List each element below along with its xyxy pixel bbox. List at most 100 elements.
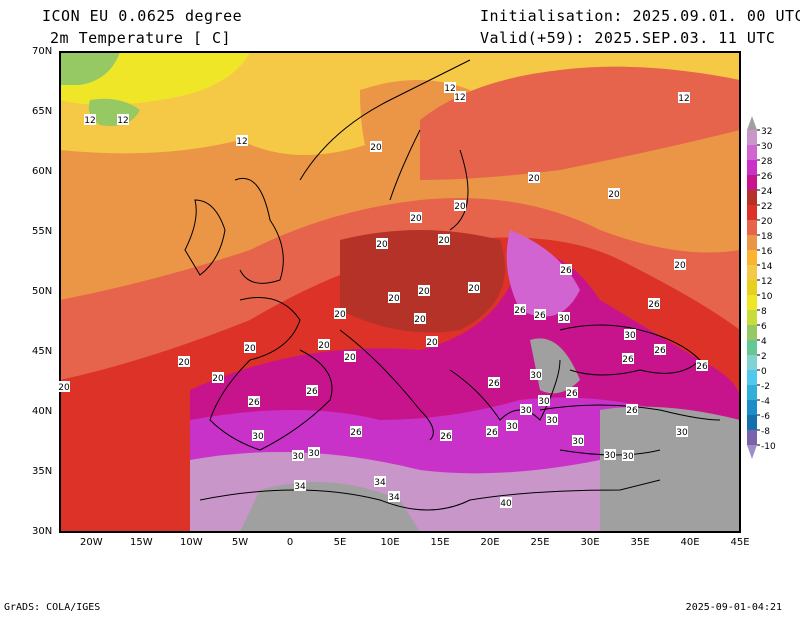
contour-label: 30: [292, 450, 304, 462]
colorbar-swatch: [747, 430, 757, 445]
contour-label: 20: [528, 172, 540, 184]
colorbar-label: 10: [761, 292, 773, 302]
colorbar-swatch: [747, 340, 757, 355]
contour-label: 26: [622, 353, 634, 365]
colorbar-label: 0: [761, 367, 767, 377]
svg-text:20: 20: [370, 143, 382, 153]
contour-label: 30: [558, 312, 570, 324]
svg-text:30: 30: [558, 314, 570, 324]
colorbar-swatch: [747, 280, 757, 295]
contour-label: 20: [426, 336, 438, 348]
contour-label: 40: [500, 497, 512, 509]
svg-text:26: 26: [350, 428, 362, 438]
lat-tick-label: 65N: [32, 106, 53, 117]
svg-text:20: 20: [244, 344, 256, 354]
lat-tick-label: 50N: [32, 286, 53, 297]
svg-text:20: 20: [426, 338, 438, 348]
svg-text:26: 26: [488, 379, 500, 389]
lon-tick-label: 0: [286, 537, 294, 548]
colorbar-label: 16: [761, 247, 773, 257]
lat-tick-label: 40N: [32, 406, 53, 417]
contour-label: 20: [608, 188, 620, 200]
contour-label: 34: [294, 480, 306, 492]
lon-tick-label: 5W: [231, 537, 249, 548]
contour-label: 20: [370, 141, 382, 153]
svg-text:20: 20: [438, 236, 450, 246]
svg-text:30: 30: [506, 422, 518, 432]
contour-label: 26: [696, 360, 708, 372]
contour-label: 12: [236, 135, 248, 147]
colorbar-swatch: [747, 385, 757, 400]
svg-text:30: 30: [292, 452, 304, 462]
svg-text:30: 30: [624, 331, 636, 341]
colorbar-label: 26: [761, 172, 773, 182]
svg-text:30: 30: [530, 371, 542, 381]
contour-label: 20: [212, 372, 224, 384]
contour-label: 20: [468, 282, 480, 294]
contour-label: 12: [454, 91, 466, 103]
contour-label: 30: [572, 435, 584, 447]
lon-tick-label: 15E: [430, 537, 450, 548]
colorbar-swatch: [747, 265, 757, 280]
colorbar-swatch: [747, 370, 757, 385]
contour-label: 20: [318, 339, 330, 351]
contour-label: 30: [604, 449, 616, 461]
model-title: ICON EU 0.0625 degree: [42, 7, 243, 25]
contour-label: 20: [344, 351, 356, 363]
colorbar-label: 24: [761, 187, 773, 197]
svg-text:26: 26: [654, 346, 666, 356]
svg-text:26: 26: [648, 300, 660, 310]
contour-label: 34: [374, 476, 386, 488]
contour-label: 26: [654, 344, 666, 356]
contour-label: 26: [560, 264, 572, 276]
lat-tick-label: 30N: [32, 526, 53, 537]
colorbar-swatch: [747, 145, 757, 160]
contour-label: 26: [440, 430, 452, 442]
svg-text:26: 26: [514, 306, 526, 316]
contour-label: 20: [414, 313, 426, 325]
contour-label: 20: [454, 200, 466, 212]
contour-label: 26: [306, 385, 318, 397]
colorbar-swatch: [747, 190, 757, 205]
contour-label: 30: [676, 426, 688, 438]
svg-text:26: 26: [440, 432, 452, 442]
colorbar-swatch: [747, 325, 757, 340]
contour-label: 26: [488, 377, 500, 389]
svg-text:26: 26: [626, 406, 638, 416]
svg-text:20: 20: [674, 261, 686, 271]
contour-label: 20: [388, 292, 400, 304]
colorbar-swatch: [747, 220, 757, 235]
lon-tick-label: 20W: [80, 537, 103, 548]
contour-label: 30: [252, 430, 264, 442]
svg-text:34: 34: [388, 493, 400, 503]
svg-text:20: 20: [58, 383, 70, 393]
lon-tick-label: 20E: [480, 537, 500, 548]
contour-label: 12: [678, 92, 690, 104]
lon-tick-label: 5E: [333, 537, 347, 548]
contour-label: 30: [538, 395, 550, 407]
contour-label: 30: [624, 329, 636, 341]
lon-tick-label: 15W: [130, 537, 153, 548]
svg-text:20: 20: [454, 202, 466, 212]
svg-text:30: 30: [676, 428, 688, 438]
colorbar-label: -6: [761, 412, 770, 422]
contour-label: 12: [117, 114, 129, 126]
contour-label: 26: [486, 426, 498, 438]
contour-label: 20: [334, 308, 346, 320]
colorbar-swatch: [747, 175, 757, 190]
map-frame: [59, 51, 741, 533]
contour-label: 30: [622, 450, 634, 462]
colorbar-swatch: [747, 400, 757, 415]
colorbar-label: 18: [761, 232, 773, 242]
colorbar-label: -2: [761, 382, 770, 392]
contour-label: 20: [438, 234, 450, 246]
svg-text:30: 30: [572, 437, 584, 447]
contour-label: 30: [506, 420, 518, 432]
coastlines: [184, 59, 721, 511]
lon-tick-label: 25E: [530, 537, 550, 548]
colorbar-label: 4: [761, 337, 767, 347]
contour-label: 12: [84, 114, 96, 126]
